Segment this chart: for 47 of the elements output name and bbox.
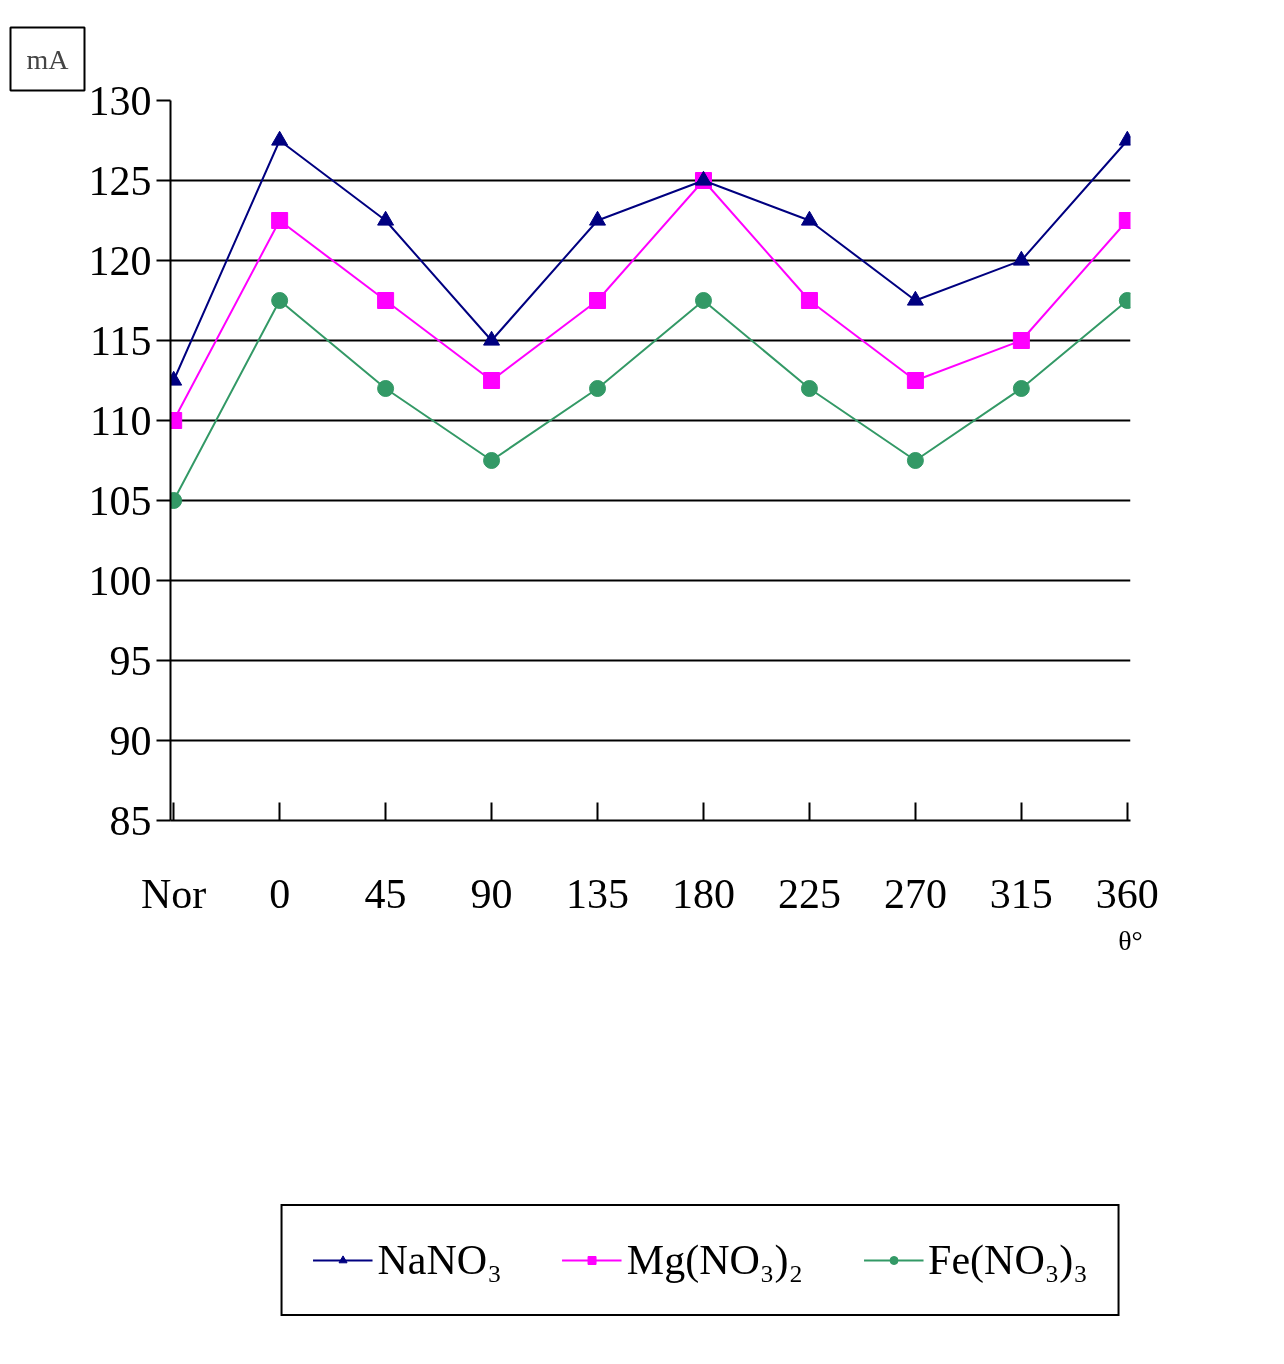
point [906, 452, 924, 469]
x-axis-title: θ° [1118, 924, 1143, 956]
y-tick-label: 90 [109, 717, 152, 764]
point [800, 210, 818, 226]
y-tick-label: 125 [88, 157, 152, 204]
x-tick-label: 225 [777, 870, 841, 917]
point [694, 292, 712, 309]
y-tick-label: 130 [88, 77, 152, 124]
point [1012, 250, 1030, 266]
point [377, 380, 395, 397]
y-tick-label: 120 [88, 237, 152, 284]
point [271, 292, 289, 309]
point [271, 212, 289, 229]
point [589, 210, 607, 226]
point [1012, 332, 1030, 349]
x-tick-label: Nor [141, 870, 207, 917]
x-tick-label: 90 [470, 870, 513, 917]
x-tick-label: 180 [671, 870, 735, 917]
point [483, 372, 501, 389]
point [1012, 380, 1030, 397]
y-tick-label: 110 [90, 397, 152, 444]
x-tick-label: 135 [566, 870, 630, 917]
point [906, 290, 924, 306]
x-tick-label: 360 [1095, 870, 1159, 917]
point [589, 292, 607, 309]
legend-label: Fe(NO₃)₃ [928, 1236, 1088, 1284]
x-tick-label: 0 [269, 870, 291, 917]
point [483, 330, 501, 346]
point [377, 292, 395, 309]
x-tick-label: 45 [364, 870, 407, 917]
point [800, 292, 818, 309]
point [271, 130, 289, 146]
y-tick-label: 95 [109, 637, 152, 684]
point [800, 380, 818, 397]
y-tick-label: 105 [88, 477, 152, 524]
point [483, 452, 501, 469]
y-tick-label: 85 [109, 797, 152, 844]
x-tick-label: 270 [883, 870, 947, 917]
point [906, 372, 924, 389]
x-tick-label: 315 [989, 870, 1053, 917]
point [377, 210, 395, 226]
legend-label: NaNO₃ [377, 1236, 502, 1284]
legend-label: Mg(NO₃)₂ [626, 1236, 804, 1284]
y-tick-label: 115 [90, 317, 152, 364]
y-axis-title: mA [26, 43, 70, 75]
y-tick-label: 100 [88, 557, 152, 604]
point [589, 380, 607, 397]
